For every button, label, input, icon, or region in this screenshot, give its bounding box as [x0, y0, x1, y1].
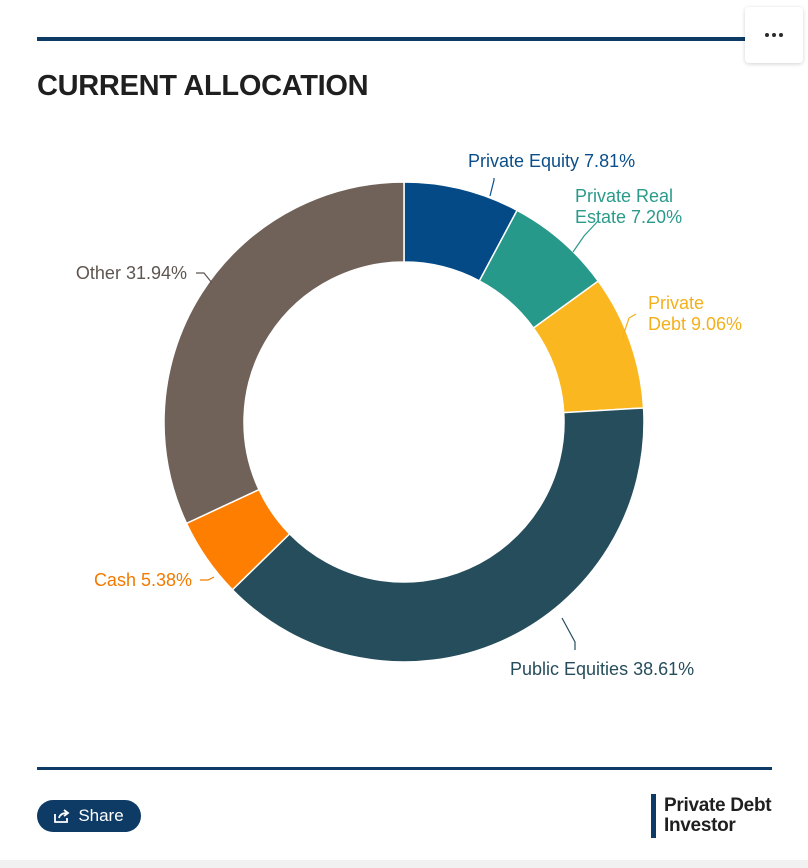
- leader-line: [196, 272, 213, 284]
- slice-label: Other 31.94%: [76, 263, 187, 283]
- share-label: Share: [78, 806, 124, 825]
- bottom-divider: [37, 767, 772, 770]
- slice-label: Public Equities 38.61%: [510, 659, 694, 679]
- leader-line: [561, 617, 576, 650]
- share-icon: [54, 809, 70, 823]
- slice-label: Cash 5.38%: [94, 570, 192, 590]
- slice-public-equities[interactable]: [231, 407, 645, 663]
- slice-other[interactable]: [163, 181, 405, 525]
- bottom-strip: [0, 860, 808, 868]
- slice-label: Private Equity 7.81%: [468, 151, 635, 171]
- slice-label: Private Real Estate 7.20%: [575, 186, 682, 227]
- logo-line-1: Private Debt: [664, 795, 772, 816]
- chart-title: CURRENT ALLOCATION: [37, 70, 369, 102]
- leader-line: [489, 178, 495, 197]
- top-divider: [37, 37, 772, 41]
- more-options-button[interactable]: [745, 7, 803, 63]
- leader-line: [572, 220, 599, 253]
- logo-bar: [651, 794, 656, 838]
- donut-chart: Private Equity 7.81% Private Real Estate 7…: [76, 151, 742, 679]
- share-button[interactable]: Share: [37, 800, 141, 832]
- slice-label: Private Debt 9.06%: [648, 293, 742, 334]
- leader-line: [200, 576, 215, 581]
- more-dots-icon: [765, 33, 783, 37]
- leader-line: [621, 313, 637, 340]
- publisher-logo[interactable]: Private Debt Investor: [651, 794, 772, 838]
- logo-line-2: Investor: [664, 815, 736, 836]
